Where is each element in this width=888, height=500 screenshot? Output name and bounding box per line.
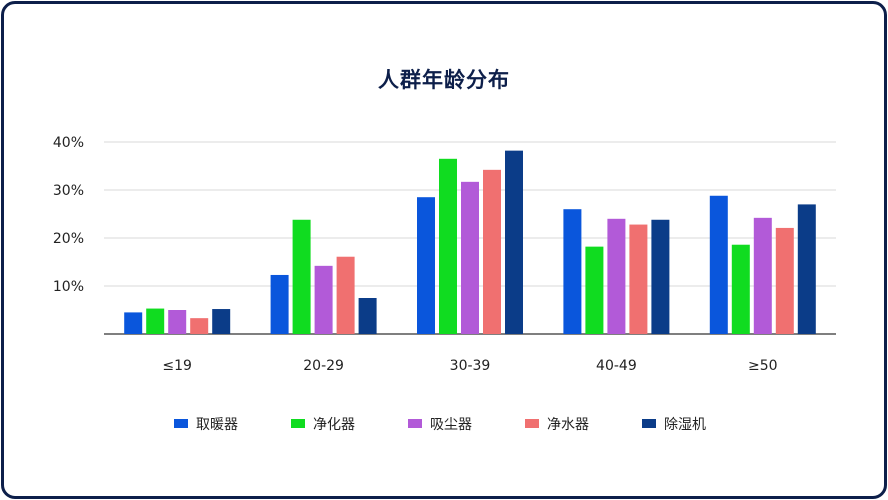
bar bbox=[505, 150, 523, 334]
bar bbox=[483, 169, 501, 334]
bar bbox=[585, 246, 604, 334]
bar bbox=[629, 224, 648, 334]
legend-label: 除湿机 bbox=[664, 417, 706, 433]
bar bbox=[775, 227, 794, 334]
bar bbox=[212, 309, 231, 334]
x-tick-label: 20-29 bbox=[303, 358, 344, 374]
legend-swatch bbox=[525, 419, 539, 428]
legend-label: 净化器 bbox=[313, 417, 355, 433]
bar bbox=[563, 209, 582, 334]
bar bbox=[124, 312, 143, 334]
x-tick-label: 30-39 bbox=[450, 358, 491, 374]
y-tick-label: 10% bbox=[53, 279, 84, 295]
legend-swatch bbox=[174, 419, 188, 428]
bar bbox=[358, 298, 377, 334]
y-tick-label: 20% bbox=[53, 231, 84, 247]
legend-label: 吸尘器 bbox=[430, 417, 472, 433]
x-tick-label: 40-49 bbox=[596, 358, 637, 374]
y-tick-label: 40% bbox=[53, 135, 84, 151]
chart-title: 人群年龄分布 bbox=[378, 68, 510, 92]
bar bbox=[651, 219, 670, 334]
bar bbox=[417, 197, 435, 334]
x-tick-label: ≥50 bbox=[748, 358, 778, 374]
bar bbox=[461, 181, 479, 334]
legend-label: 净水器 bbox=[547, 417, 589, 433]
bar bbox=[292, 219, 311, 334]
bar bbox=[190, 318, 209, 334]
bar bbox=[314, 265, 333, 334]
bar bbox=[709, 195, 728, 334]
y-tick-label: 30% bbox=[53, 183, 84, 199]
bar bbox=[753, 217, 772, 334]
legend-swatch bbox=[291, 419, 305, 428]
legend-label: 取暖器 bbox=[196, 417, 238, 433]
bar bbox=[336, 256, 355, 334]
legend-swatch bbox=[642, 419, 656, 428]
bar bbox=[146, 308, 165, 334]
bar bbox=[607, 218, 626, 334]
bar bbox=[797, 204, 816, 334]
x-tick-label: ≤19 bbox=[162, 358, 192, 374]
bar bbox=[168, 310, 187, 334]
bar bbox=[270, 274, 289, 334]
bar bbox=[731, 244, 750, 334]
bar bbox=[439, 158, 457, 334]
legend-swatch bbox=[408, 419, 422, 428]
